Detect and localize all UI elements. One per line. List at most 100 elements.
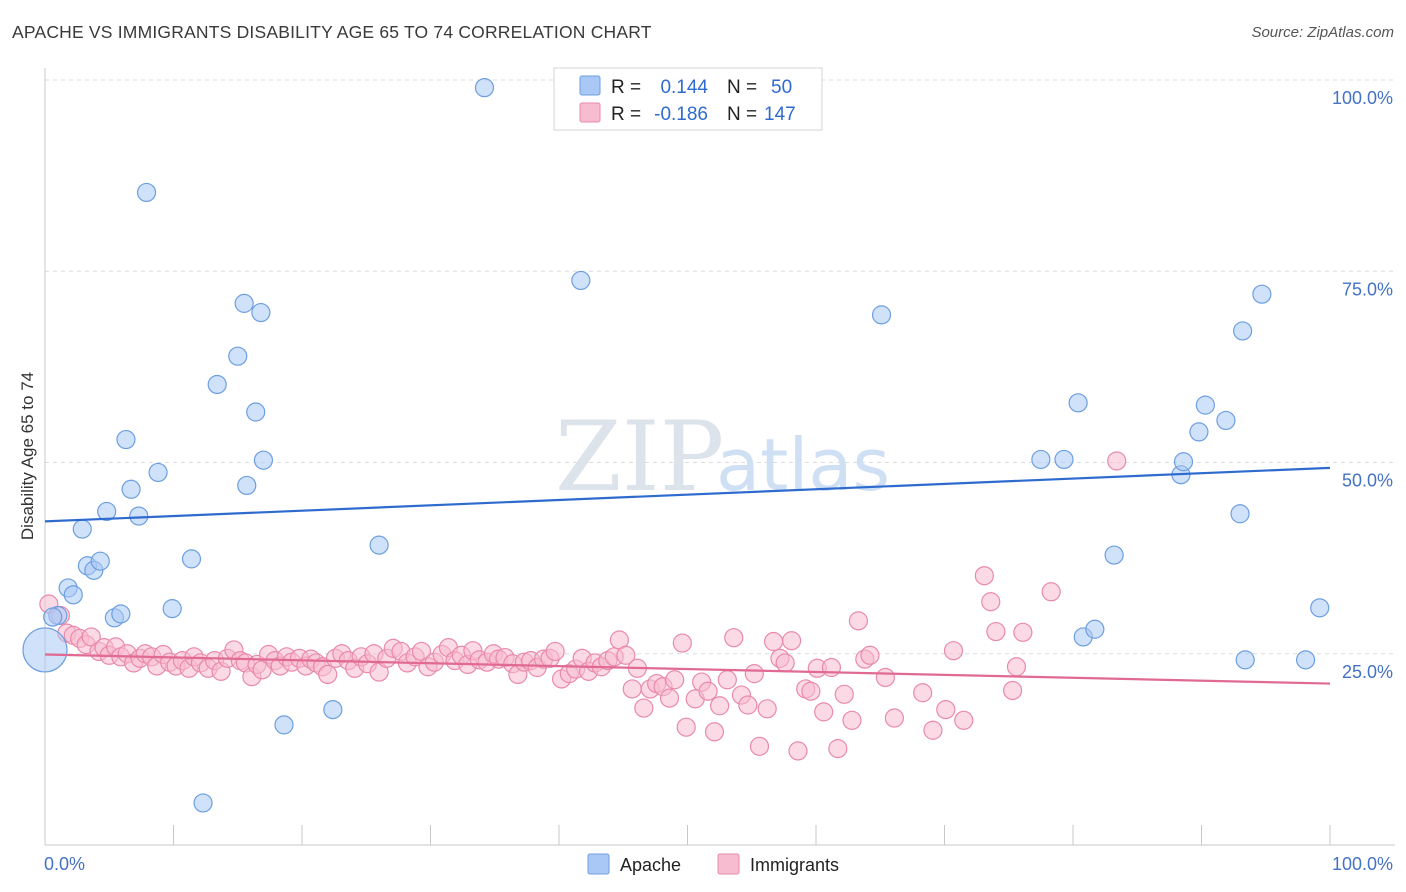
immigrants-point [775, 653, 795, 673]
immigrants-point [749, 736, 770, 756]
apache-point [1216, 410, 1236, 431]
immigrants-point [710, 696, 730, 716]
bottom-legend: Apache Immigrants [587, 853, 839, 875]
apache-trendline [44, 466, 1331, 523]
apache-point [1233, 321, 1253, 341]
apache-point [1195, 395, 1215, 415]
legend-r-label-apache: R = [611, 77, 641, 98]
immigrants-point [875, 667, 895, 688]
immigrants-point [1006, 657, 1027, 677]
immigrants-point [842, 710, 862, 730]
apache-point [474, 78, 495, 98]
apache-point [1068, 393, 1088, 413]
apache-point [1085, 619, 1105, 639]
axes [44, 68, 1395, 846]
immigrants-point [884, 708, 904, 728]
apache-point [181, 549, 202, 569]
immigrants-point [717, 670, 737, 690]
apache-point [234, 293, 254, 313]
apache-point [1310, 598, 1330, 618]
apache-point [97, 501, 117, 522]
apache-point [1295, 650, 1316, 670]
apache-point [571, 270, 591, 291]
apache-point [207, 374, 227, 395]
apache-point [1173, 452, 1194, 472]
bottom-legend-label-immigrants: Immigrants [750, 855, 839, 875]
apache-point [116, 429, 136, 450]
immigrants-point [665, 670, 685, 690]
apache-point [72, 519, 92, 539]
apache-point [1031, 449, 1051, 470]
immigrants-point [545, 641, 565, 662]
immigrants-point [1041, 582, 1061, 602]
apache-point [253, 450, 274, 470]
immigrants-point [828, 739, 848, 759]
immigrants-point [616, 645, 636, 665]
top-legend: R = 0.144 N = 50 R = -0.186 N = 147 [553, 67, 823, 131]
immigrants-point [821, 657, 842, 678]
immigrants-point [936, 699, 956, 720]
tick-labels: 25.0% 50.0% 75.0% 100.0% 0.0% 100.0% [44, 88, 1393, 874]
apache-point [43, 607, 63, 627]
watermark-atlas: atlas [716, 423, 890, 507]
apache-point [369, 535, 389, 555]
immigrants-point [744, 664, 764, 684]
bottom-legend-swatch-immigrants [717, 853, 740, 875]
apache-point [228, 346, 248, 366]
apache-point [871, 305, 892, 325]
legend-n-label-apache: N = [727, 77, 757, 98]
apache-point [121, 479, 141, 499]
apache-point [1235, 650, 1255, 670]
immigrants-point [659, 688, 680, 708]
x-tick-label: 0.0% [44, 854, 85, 874]
apache-point [1230, 504, 1250, 524]
immigrants-point [1013, 622, 1033, 642]
immigrants-point [757, 699, 777, 719]
y-tick-label: 50.0% [1342, 471, 1393, 491]
legend-n-value-apache: 50 [771, 77, 792, 98]
legend-swatch-apache [579, 75, 601, 96]
immigrants-point [981, 592, 1001, 612]
apache-point [193, 793, 213, 813]
immigrants-point [860, 645, 880, 665]
apache-point [274, 715, 294, 735]
immigrants-point [698, 681, 718, 701]
immigrants-point [781, 631, 802, 651]
y-axis-label: Disability Age 65 to 74 [18, 372, 37, 540]
legend-swatch-immigrants [579, 102, 601, 123]
immigrants-point [318, 664, 338, 685]
apache-point [237, 475, 257, 496]
chart-title: APACHE VS IMMIGRANTS DISABILITY AGE 65 T… [12, 22, 652, 42]
bottom-legend-swatch-apache [587, 853, 610, 875]
immigrants-point [738, 695, 758, 715]
immigrants-point [676, 717, 696, 737]
immigrants-point [704, 722, 725, 742]
immigrants-point [986, 621, 1006, 642]
apache-point [129, 506, 149, 526]
apache-point [1252, 284, 1272, 304]
watermark: ZIP atlas [555, 401, 890, 513]
immigrants-point [672, 633, 692, 653]
immigrants-trendline [44, 653, 1331, 685]
apache-points [22, 78, 1330, 813]
legend-r-value-immigrants: -0.186 [654, 104, 708, 125]
immigrants-point [1107, 451, 1127, 471]
apache-point [111, 604, 131, 624]
immigrants-point [634, 698, 654, 718]
immigrants-points [39, 451, 1127, 761]
legend-r-value-apache: 0.144 [660, 77, 708, 98]
apache-point [323, 699, 343, 720]
apache-point [148, 462, 168, 483]
apache-point [1104, 545, 1124, 565]
immigrants-point [848, 611, 869, 631]
trendlines [44, 466, 1331, 685]
apache-point [162, 599, 182, 619]
immigrants-point [763, 631, 784, 652]
bottom-legend-label-apache: Apache [620, 855, 681, 875]
apache-point [251, 302, 271, 323]
y-tick-label: 25.0% [1342, 662, 1393, 682]
legend-r-label-immigrants: R = [611, 104, 641, 125]
immigrants-point [1003, 680, 1023, 701]
immigrants-point [801, 681, 821, 701]
